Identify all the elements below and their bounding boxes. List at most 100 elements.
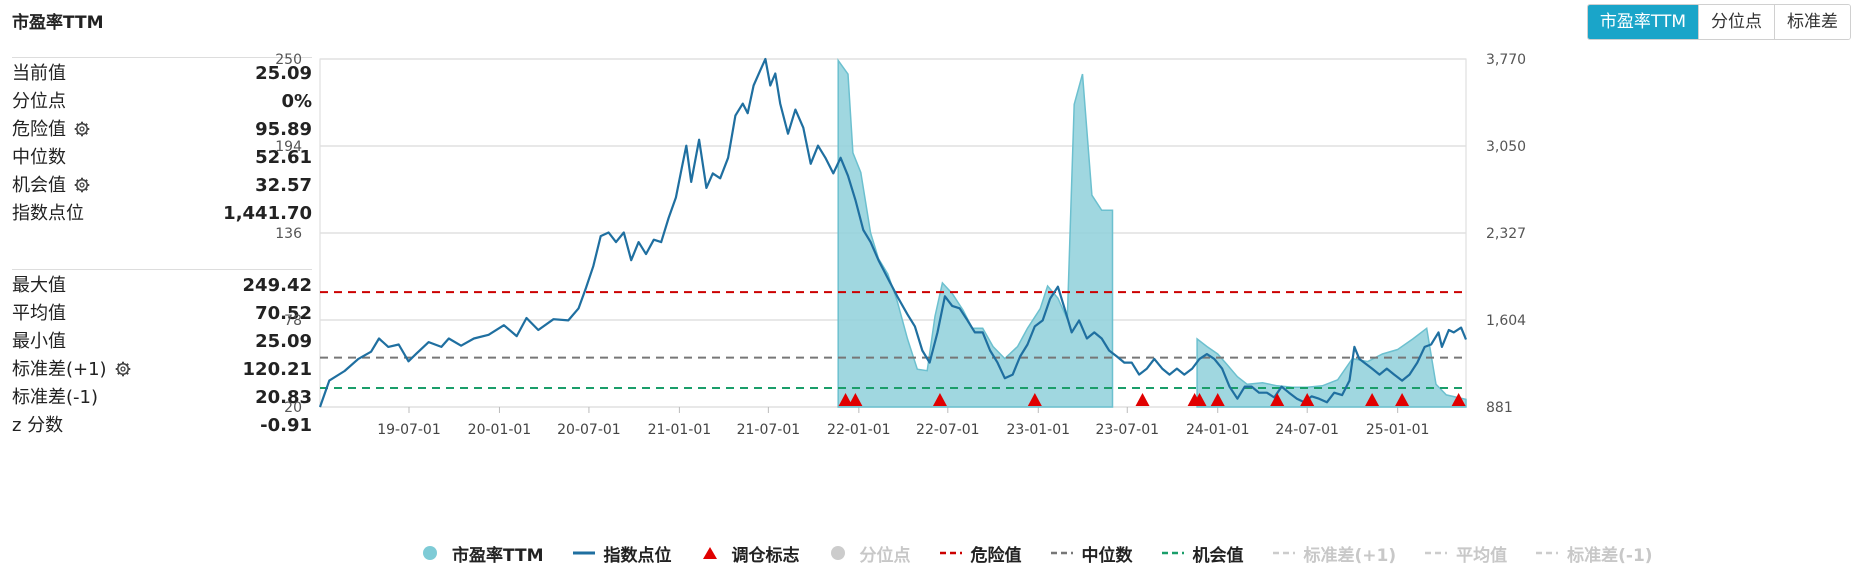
rebalance-marker bbox=[1027, 393, 1042, 406]
tab-pe-ttm[interactable]: 市盈率TTM bbox=[1587, 5, 1698, 39]
stat-value: 25.09 bbox=[255, 331, 312, 352]
metric-tab-group: 市盈率TTM 分位点 标准差 bbox=[1586, 4, 1851, 40]
stat-value: 32.57 bbox=[255, 175, 312, 196]
legend-item[interactable]: 市盈率TTM bbox=[420, 541, 544, 566]
pe-chart: 250 194 136 78 20 3,770 3,050 2,327 1,604 881 19-0… bbox=[275, 52, 1526, 438]
x-tick-label: 22-01-01 bbox=[827, 422, 891, 438]
x-tick-label: 24-07-01 bbox=[1275, 422, 1339, 438]
rebalance-marker bbox=[1365, 393, 1380, 406]
stat-label: 指数点位 bbox=[12, 199, 84, 229]
x-tick-label: 23-07-01 bbox=[1095, 422, 1159, 438]
stat-value: 249.42 bbox=[242, 275, 312, 296]
stat-label-text: 中位数 bbox=[12, 147, 66, 168]
stat-label-text: 平均值 bbox=[12, 303, 66, 324]
legend-label: 机会值 bbox=[1192, 545, 1244, 566]
stat-value: -0.91 bbox=[260, 415, 312, 436]
stat-row: 标准差(-1) 20.83 bbox=[12, 383, 312, 413]
stat-value: 0% bbox=[281, 91, 312, 112]
left-tick-label: 136 bbox=[275, 226, 302, 242]
stat-value: 95.89 bbox=[255, 119, 312, 140]
left-tick-label: 194 bbox=[275, 139, 302, 155]
left-tick-label: 20 bbox=[284, 400, 302, 416]
legend-label: 中位数 bbox=[1081, 545, 1133, 566]
rebalance-marker bbox=[838, 393, 853, 406]
stat-label: 标准差(-1) bbox=[12, 383, 98, 413]
rebalance-marker bbox=[848, 393, 863, 406]
legend-label: 标准差(+1) bbox=[1303, 545, 1397, 566]
stat-value: 120.21 bbox=[242, 359, 312, 380]
page-title: 市盈率TTM bbox=[12, 13, 104, 33]
stat-label: z 分数 bbox=[12, 411, 63, 441]
legend-dash-icon bbox=[939, 545, 965, 561]
stats-divider bbox=[12, 269, 312, 270]
x-tick-label: 25-01-01 bbox=[1366, 422, 1430, 438]
stat-label-text: z 分数 bbox=[12, 415, 64, 436]
stats-divider bbox=[12, 57, 312, 58]
right-tick-label: 881 bbox=[1486, 400, 1513, 416]
legend-dash-icon bbox=[1272, 545, 1298, 561]
stat-row: 危险值 95.89 bbox=[12, 115, 312, 145]
stat-row: 当前值 25.09 bbox=[12, 59, 312, 89]
gear-icon[interactable] bbox=[115, 357, 131, 377]
legend-label: 分位点 bbox=[859, 545, 911, 566]
stat-label-text: 指数点位 bbox=[12, 203, 84, 224]
stat-label-text: 当前值 bbox=[12, 63, 66, 84]
left-tick-label: 78 bbox=[284, 313, 302, 329]
right-tick-label: 3,770 bbox=[1486, 52, 1526, 68]
stat-label-text: 机会值 bbox=[12, 175, 66, 196]
stat-label: 机会值 bbox=[12, 171, 90, 201]
legend-line-icon bbox=[572, 545, 598, 561]
stat-label-text: 最小值 bbox=[12, 331, 66, 352]
legend-dash-icon bbox=[1161, 545, 1187, 561]
legend-label: 危险值 bbox=[970, 545, 1022, 566]
rebalance-marker bbox=[1395, 393, 1410, 406]
rebalance-marker bbox=[1451, 393, 1466, 406]
stat-label-text: 标准差(+1) bbox=[12, 359, 107, 380]
stat-value: 20.83 bbox=[255, 387, 312, 408]
right-tick-label: 3,050 bbox=[1486, 139, 1526, 155]
stat-label-text: 危险值 bbox=[12, 119, 66, 140]
rebalance-marker bbox=[1192, 393, 1207, 406]
x-tick-label: 20-07-01 bbox=[557, 422, 621, 438]
legend-item[interactable]: 中位数 bbox=[1050, 541, 1133, 566]
stat-row: 机会值 32.57 bbox=[12, 171, 312, 201]
stat-label: 危险值 bbox=[12, 115, 90, 145]
stat-label: 平均值 bbox=[12, 299, 66, 329]
legend-item[interactable]: 标准差(+1) bbox=[1272, 541, 1397, 566]
stat-value: 52.61 bbox=[255, 147, 312, 168]
x-tick-label: 19-07-01 bbox=[377, 422, 441, 438]
stat-label: 最小值 bbox=[12, 327, 66, 357]
x-tick-label: 20-01-01 bbox=[468, 422, 532, 438]
rebalance-marker bbox=[1300, 393, 1315, 406]
tab-std-dev[interactable]: 标准差 bbox=[1774, 5, 1850, 39]
tab-percentile[interactable]: 分位点 bbox=[1698, 5, 1774, 39]
right-tick-label: 2,327 bbox=[1486, 226, 1526, 242]
gear-icon[interactable] bbox=[74, 117, 90, 137]
stat-label-text: 分位点 bbox=[12, 91, 66, 112]
legend-item[interactable]: 机会值 bbox=[1161, 541, 1244, 566]
legend-item[interactable]: 指数点位 bbox=[572, 541, 672, 566]
legend-dash-icon bbox=[1535, 545, 1561, 561]
legend-item[interactable]: 平均值 bbox=[1424, 541, 1507, 566]
legend-circle-icon bbox=[420, 545, 446, 561]
x-tick-label: 24-01-01 bbox=[1186, 422, 1250, 438]
legend-label: 指数点位 bbox=[603, 545, 672, 566]
legend-label: 平均值 bbox=[1456, 545, 1508, 566]
stat-label: 最大值 bbox=[12, 271, 66, 301]
legend-item[interactable]: 危险值 bbox=[939, 541, 1022, 566]
stat-label-text: 最大值 bbox=[12, 275, 66, 296]
x-tick-label: 21-07-01 bbox=[737, 422, 801, 438]
legend-label: 市盈率TTM bbox=[452, 545, 544, 566]
legend-item[interactable]: 标准差(-1) bbox=[1535, 541, 1653, 566]
legend-label: 标准差(-1) bbox=[1567, 545, 1653, 566]
rebalance-marker bbox=[1270, 393, 1285, 406]
legend-item[interactable]: 分位点 bbox=[828, 541, 911, 566]
x-tick-label: 23-01-01 bbox=[1007, 422, 1071, 438]
stat-value: 70.52 bbox=[255, 303, 312, 324]
stat-row: 分位点 0% bbox=[12, 87, 312, 117]
legend-triangle-icon bbox=[700, 545, 726, 561]
legend-item[interactable]: 调仓标志 bbox=[700, 541, 800, 566]
gear-icon[interactable] bbox=[74, 173, 90, 193]
x-tick-label: 22-07-01 bbox=[916, 422, 980, 438]
stat-row: 最小值 25.09 bbox=[12, 327, 312, 357]
